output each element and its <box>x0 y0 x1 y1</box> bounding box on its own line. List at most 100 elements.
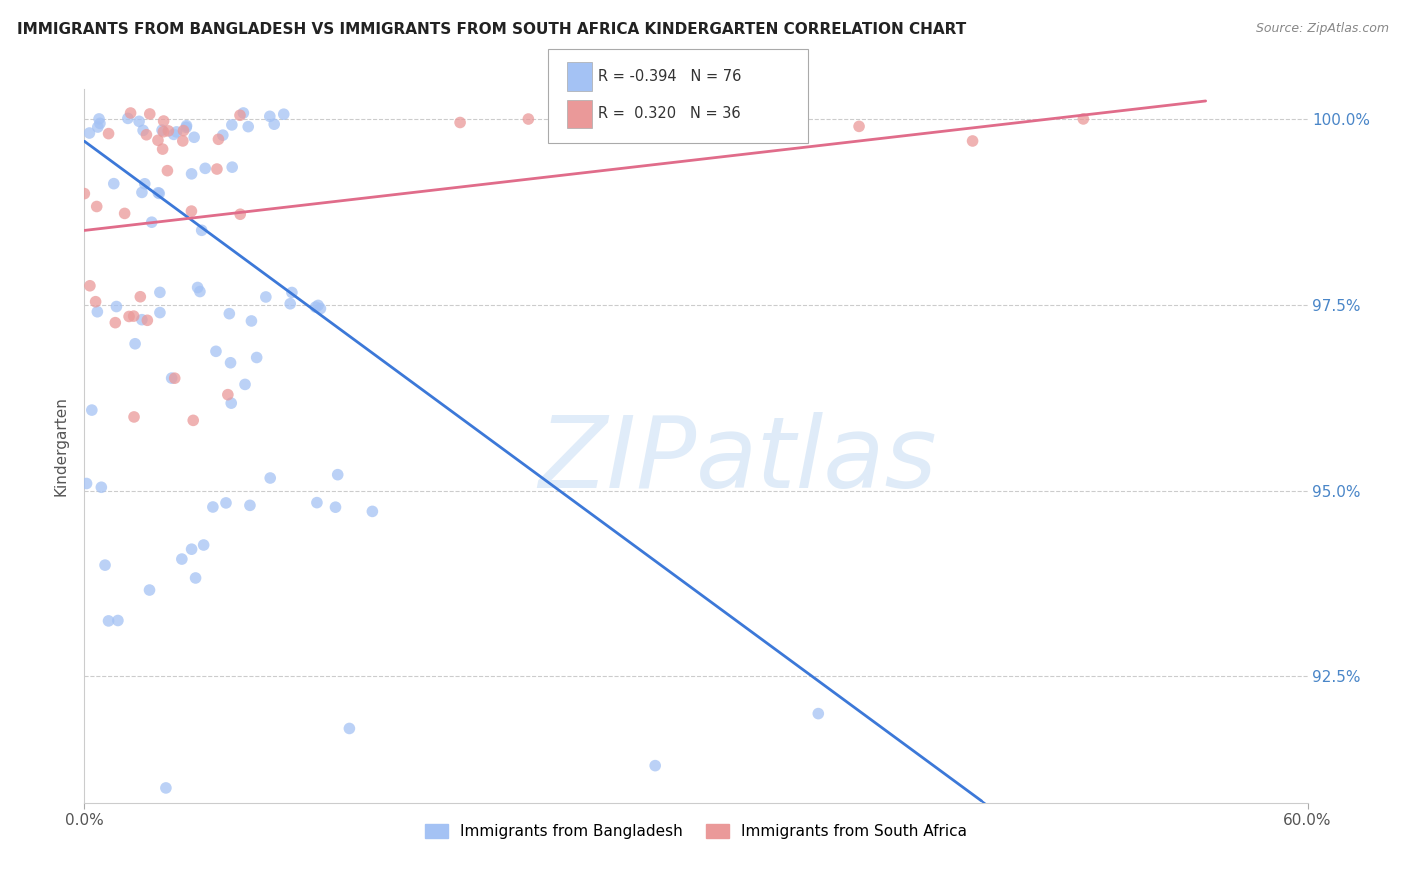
Point <box>149 305 172 319</box>
Point <box>87 120 110 134</box>
Point <box>163 128 186 142</box>
Point <box>173 123 195 137</box>
Point <box>155 780 177 795</box>
Point <box>73 186 96 201</box>
Point <box>273 107 295 121</box>
Point <box>215 496 238 510</box>
Point <box>80 403 103 417</box>
Point <box>122 409 145 424</box>
Point <box>218 307 240 321</box>
Text: R =  0.320   N = 36: R = 0.320 N = 36 <box>598 106 740 121</box>
Point <box>517 112 540 126</box>
Point <box>233 377 256 392</box>
Point <box>135 128 157 142</box>
Point <box>132 123 155 137</box>
Point <box>263 117 285 131</box>
Point <box>136 313 159 327</box>
Point <box>281 285 304 300</box>
Point <box>79 126 101 140</box>
Point <box>170 552 193 566</box>
Point <box>309 301 332 316</box>
Point <box>146 133 169 147</box>
Point <box>238 120 260 134</box>
Text: IMMIGRANTS FROM BANGLADESH VS IMMIGRANTS FROM SOUTH AFRICA KINDERGARTEN CORRELAT: IMMIGRANTS FROM BANGLADESH VS IMMIGRANTS… <box>17 22 966 37</box>
Legend: Immigrants from Bangladesh, Immigrants from South Africa: Immigrants from Bangladesh, Immigrants f… <box>419 818 973 845</box>
Point <box>141 215 163 229</box>
Point <box>76 476 98 491</box>
Point <box>240 314 263 328</box>
Point <box>848 120 870 134</box>
Point <box>166 125 188 139</box>
Point <box>149 285 172 300</box>
Point <box>207 132 229 146</box>
Point <box>97 127 120 141</box>
Point <box>449 115 471 129</box>
Point <box>259 109 281 123</box>
Point <box>160 371 183 385</box>
Point <box>193 538 215 552</box>
Point <box>87 112 110 126</box>
Point <box>183 130 205 145</box>
Point <box>150 123 173 137</box>
Point <box>117 112 139 126</box>
Point <box>172 134 194 148</box>
Text: ZIP: ZIP <box>537 412 696 508</box>
Point <box>152 125 174 139</box>
Point <box>86 304 108 318</box>
Point <box>229 108 252 122</box>
Point <box>219 396 242 410</box>
Point <box>131 312 153 326</box>
Point <box>187 280 209 294</box>
Point <box>114 206 136 220</box>
Point <box>205 344 228 359</box>
Point <box>118 310 141 324</box>
Point <box>962 134 984 148</box>
Point <box>89 116 111 130</box>
Point <box>152 114 174 128</box>
Point <box>1073 112 1095 126</box>
Point <box>194 161 217 176</box>
Point <box>211 128 233 143</box>
Point <box>807 706 830 721</box>
Point <box>361 504 384 518</box>
Text: R = -0.394   N = 76: R = -0.394 N = 76 <box>598 69 741 84</box>
Point <box>128 114 150 128</box>
Point <box>326 467 349 482</box>
Point <box>278 297 301 311</box>
Point <box>181 413 204 427</box>
Point <box>180 542 202 557</box>
Point <box>232 106 254 120</box>
Point <box>239 499 262 513</box>
Point <box>84 294 107 309</box>
Point <box>122 309 145 323</box>
Point <box>157 124 180 138</box>
Point <box>138 582 160 597</box>
Point <box>134 177 156 191</box>
Point <box>221 160 243 174</box>
Point <box>188 285 211 299</box>
Point <box>221 118 243 132</box>
Point <box>304 300 326 314</box>
Point <box>325 500 347 515</box>
Point <box>104 316 127 330</box>
Text: Source: ZipAtlas.com: Source: ZipAtlas.com <box>1256 22 1389 36</box>
Point <box>129 290 152 304</box>
Point <box>107 614 129 628</box>
Point <box>79 278 101 293</box>
Point <box>246 351 269 365</box>
Point <box>152 142 174 156</box>
Text: atlas: atlas <box>696 412 938 508</box>
Point <box>219 356 242 370</box>
Y-axis label: Kindergarten: Kindergarten <box>53 396 69 496</box>
Point <box>148 186 170 200</box>
Point <box>307 298 329 312</box>
Point <box>339 722 361 736</box>
Point <box>86 200 108 214</box>
Point <box>305 495 328 509</box>
Point <box>254 290 277 304</box>
Point <box>94 558 117 573</box>
Point <box>644 758 666 772</box>
Point <box>90 480 112 494</box>
Point <box>124 336 146 351</box>
Point <box>184 571 207 585</box>
